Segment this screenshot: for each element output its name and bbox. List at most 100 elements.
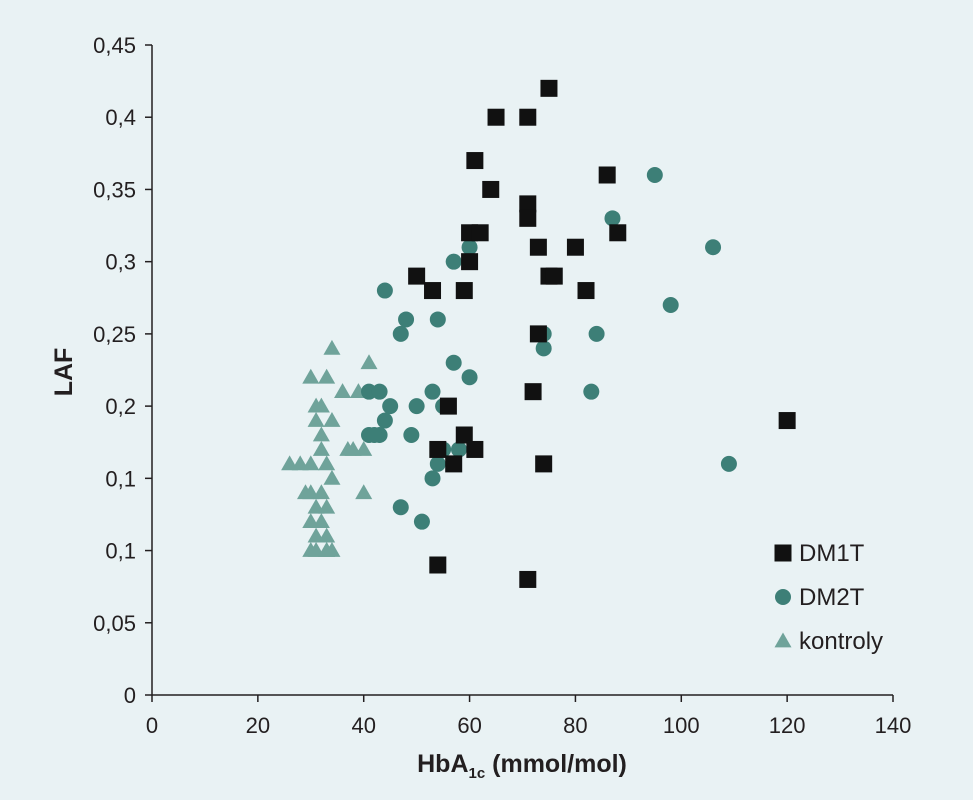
point-dm2t (583, 383, 600, 400)
legend: DM1T DM2T kontroly (774, 540, 883, 655)
point-kontroly (296, 484, 314, 500)
point-dm1t (529, 325, 547, 343)
x-tick-label: 40 (351, 713, 375, 738)
x-axis-ticks: 0 20 40 60 80 100 120 140 (146, 695, 911, 738)
point-dm1t (487, 108, 505, 126)
point-dm2t (382, 398, 399, 415)
x-axis-title-main: HbA (417, 750, 468, 778)
plot-area (151, 45, 893, 696)
point-dm1t (566, 238, 584, 256)
legend-marker-kontroly (774, 632, 792, 648)
point-dm2t (461, 369, 478, 386)
x-tick-label: 0 (146, 713, 158, 738)
point-kontroly (318, 542, 336, 557)
x-tick-label: 140 (875, 713, 912, 738)
point-dm2t (424, 470, 441, 487)
x-tick-label: 60 (457, 713, 481, 738)
point-dm2t (450, 441, 467, 458)
point-dm2t (398, 311, 415, 328)
point-dm2t (366, 427, 383, 443)
x-tick-label: 80 (563, 713, 587, 738)
point-dm2t (535, 340, 552, 357)
point-kontroly (334, 383, 352, 399)
point-kontroly (360, 354, 378, 370)
point-dm1t (424, 282, 442, 300)
point-dm2t (445, 253, 462, 270)
x-tick-label: 120 (769, 713, 806, 738)
point-kontroly (312, 397, 330, 413)
x-tick-label: 100 (663, 713, 700, 738)
point-kontroly (302, 368, 320, 384)
point-kontroly (318, 368, 336, 384)
y-tick-label: 0,3 (105, 250, 136, 275)
point-dm2t (604, 210, 621, 227)
point-dm1t (598, 166, 616, 184)
point-dm2t (705, 239, 722, 256)
point-dm2t (376, 412, 393, 429)
legend-label-dm2t: DM2T (799, 584, 865, 611)
point-kontroly (312, 440, 330, 456)
point-dm1t (577, 282, 595, 300)
point-dm2t (429, 311, 446, 328)
point-dm2t (392, 325, 409, 342)
point-dm1t (540, 79, 558, 97)
legend-label-kontroly: kontroly (799, 628, 883, 655)
point-kontroly (318, 455, 336, 471)
point-dm1t (466, 152, 484, 170)
point-kontroly (312, 484, 330, 500)
point-dm2t (588, 325, 605, 342)
point-dm1t (439, 397, 457, 415)
point-dm2t (403, 427, 420, 443)
y-tick-label: 0,1 (105, 539, 136, 564)
point-dm1t (524, 383, 542, 401)
point-dm2t (392, 499, 409, 516)
x-axis-title: HbA1c (mmol/mol) (417, 750, 627, 782)
point-dm1t (471, 224, 489, 242)
point-dm1t (429, 556, 447, 574)
legend-marker-dm2t (775, 589, 791, 605)
y-tick-label: 0 (124, 683, 136, 708)
point-dm2t (720, 455, 737, 472)
point-dm2t (662, 297, 679, 313)
point-dm2t (371, 383, 388, 400)
point-kontroly (355, 484, 373, 500)
point-kontroly (323, 412, 341, 427)
point-dm1t (519, 195, 537, 213)
x-tick-label: 20 (246, 713, 270, 738)
point-dm1t (519, 570, 537, 588)
point-dm1t (408, 267, 426, 285)
y-tick-label: 0,4 (105, 105, 136, 130)
point-dm1t (466, 440, 484, 458)
point-dm1t (461, 253, 479, 271)
point-dm2t (445, 354, 462, 371)
point-dm1t (455, 282, 473, 300)
legend-label-dm1t: DM1T (799, 540, 865, 567)
point-dm2t (429, 455, 446, 472)
point-kontroly (323, 339, 341, 355)
point-dm1t (445, 455, 463, 473)
point-dm1t (609, 224, 627, 242)
point-dm1t (429, 440, 447, 458)
y-tick-label: 0,45 (93, 33, 136, 58)
point-dm1t (529, 238, 547, 256)
point-dm2t (646, 167, 663, 183)
point-dm1t (545, 267, 563, 285)
point-kontroly (318, 527, 336, 543)
point-dm1t (455, 426, 473, 444)
point-dm1t (482, 180, 500, 198)
legend-marker-dm1t (774, 544, 792, 562)
point-kontroly (323, 469, 341, 485)
y-tick-label: 0,25 (93, 322, 136, 347)
point-dm1t (519, 108, 537, 126)
point-dm2t (408, 398, 425, 415)
point-dm1t (519, 209, 537, 227)
x-axis-title-subscript: 1c (469, 765, 486, 782)
point-kontroly (302, 455, 320, 471)
point-dm2t (413, 513, 430, 530)
point-kontroly (318, 498, 336, 514)
y-tick-label: 0,1 (105, 466, 136, 491)
y-tick-label: 0,05 (93, 611, 136, 636)
point-dm2t (424, 383, 441, 400)
y-tick-label: 0,35 (93, 177, 136, 202)
